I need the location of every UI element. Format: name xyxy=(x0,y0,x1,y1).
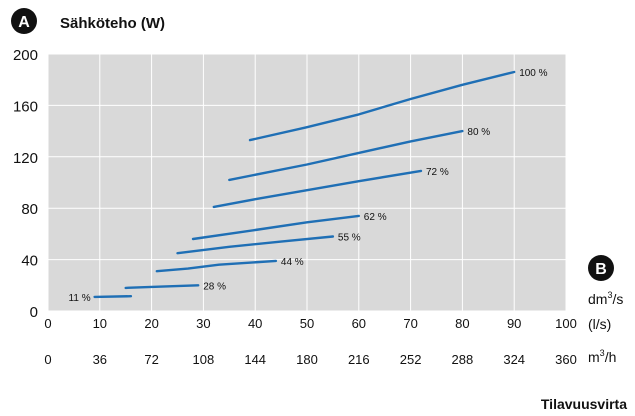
y-tick-label: 160 xyxy=(13,98,38,115)
x-tick-label: 90 xyxy=(507,316,521,331)
x-tick-label-m3h: 0 xyxy=(44,352,51,367)
x-tick-label-m3h: 216 xyxy=(348,352,370,367)
series-label: 55 % xyxy=(338,232,361,243)
series-line xyxy=(212,169,423,209)
series-line xyxy=(228,129,464,182)
x-unit-dm3s: dm3/s xyxy=(588,290,623,307)
x-tick-label: 40 xyxy=(248,316,262,331)
x-tick-label-m3h: 252 xyxy=(400,352,422,367)
x-tick-label: 80 xyxy=(455,316,469,331)
series-label: 44 % xyxy=(281,257,304,268)
x-tick-label-m3h: 36 xyxy=(93,352,107,367)
x-tick-label: 20 xyxy=(144,316,158,331)
badge-a-circle xyxy=(11,8,37,34)
badge-a-label: A xyxy=(18,14,30,31)
x-tick-label-m3h: 288 xyxy=(452,352,474,367)
series-line xyxy=(248,70,516,142)
chart-title: Sähköteho (W) xyxy=(60,15,165,32)
y-tick-label: 200 xyxy=(13,47,38,64)
series-line xyxy=(93,295,133,299)
series-line xyxy=(155,259,278,273)
x-tick-label-m3h: 108 xyxy=(193,352,215,367)
y-tick-label: 0 xyxy=(30,304,38,321)
x-tick-label-m3h: 324 xyxy=(503,352,525,367)
x-tick-label-m3h: 144 xyxy=(244,352,266,367)
gridlines xyxy=(47,53,567,312)
x-axis-label: Tilavuusvirta xyxy=(541,396,627,412)
x-axis: 0 10 20 30 40 50 60 70 80 90 100 xyxy=(44,316,576,331)
x-tick-label: 10 xyxy=(93,316,107,331)
x-tick-label-m3h: 180 xyxy=(296,352,318,367)
series-line xyxy=(124,284,200,290)
x-unit-ls: (l/s) xyxy=(588,316,611,332)
series-label: 72 % xyxy=(426,167,449,178)
series-group: 11 % 28 % 44 % 55 %62 % 72 % 80 % 100 % xyxy=(69,68,548,304)
series-label: 62 % xyxy=(364,212,387,223)
x-tick-label-m3h: 72 xyxy=(144,352,158,367)
badge-b-label: B xyxy=(595,261,607,278)
series-line xyxy=(176,235,335,255)
series-label: 100 % xyxy=(519,68,547,79)
x-axis-m3h: 0 36 72 108 144 180 216 252 288 324 360 xyxy=(44,352,576,367)
x-tick-label: 100 xyxy=(555,316,577,331)
series-line xyxy=(191,214,360,241)
x-tick-label: 0 xyxy=(44,316,51,331)
x-tick-label-m3h: 360 xyxy=(555,352,577,367)
x-tick-label: 50 xyxy=(300,316,314,331)
series-label: 28 % xyxy=(203,281,226,292)
badge-b-circle xyxy=(588,255,614,281)
x-tick-label: 60 xyxy=(352,316,366,331)
series-label: 11 % xyxy=(69,293,91,304)
x-unit-m3h: m3/h xyxy=(588,348,616,365)
y-tick-label: 120 xyxy=(13,150,38,167)
y-tick-label: 40 xyxy=(21,253,38,270)
series-label: 80 % xyxy=(467,127,490,138)
y-tick-label: 80 xyxy=(21,201,38,218)
x-tick-label: 70 xyxy=(403,316,417,331)
x-tick-label: 30 xyxy=(196,316,210,331)
y-axis: 0 40 80 120 160 200 xyxy=(13,47,38,321)
